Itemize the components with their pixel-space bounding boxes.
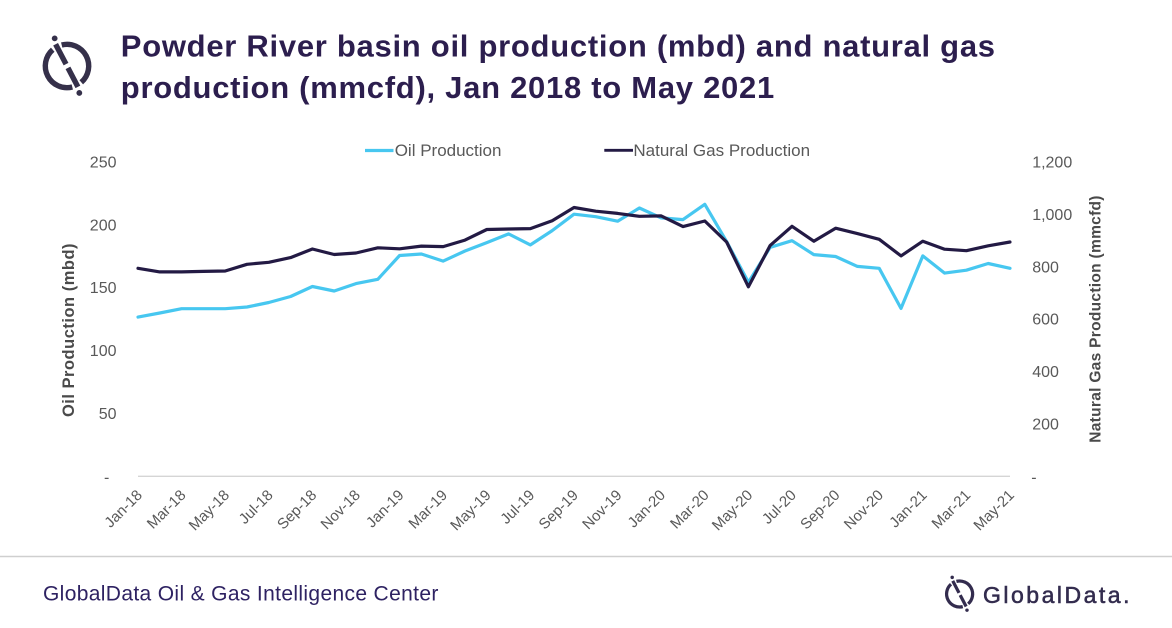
svg-text:GlobalData Oil & Gas Intellige: GlobalData Oil & Gas Intelligence Center [43,583,439,606]
svg-text:Natural Gas Production: Natural Gas Production [633,141,810,160]
svg-text:200: 200 [1032,416,1059,433]
svg-text:Powder River basin oil product: Powder River basin oil production (mbd) … [121,29,996,64]
svg-text:50: 50 [99,406,117,423]
svg-text:400: 400 [1032,364,1059,381]
svg-text:100: 100 [90,343,117,360]
svg-text:1,200: 1,200 [1032,155,1072,172]
svg-text:800: 800 [1032,259,1059,276]
svg-text:600: 600 [1032,312,1059,329]
svg-text:-: - [104,470,109,487]
svg-text:200: 200 [90,217,117,234]
svg-text:-: - [1031,470,1036,487]
svg-text:1,000: 1,000 [1032,207,1072,224]
svg-text:GlobalData.: GlobalData. [983,582,1132,608]
svg-text:production (mmcfd), Jan 2018 t: production (mmcfd), Jan 2018 to May 2021 [121,70,775,105]
svg-text:150: 150 [90,280,117,297]
svg-text:Natural Gas Production (mmcfd): Natural Gas Production (mmcfd) [1088,195,1105,443]
svg-text:Oil Production: Oil Production [395,141,502,160]
svg-text:Oil Production (mbd): Oil Production (mbd) [60,243,78,417]
svg-text:250: 250 [90,155,117,172]
